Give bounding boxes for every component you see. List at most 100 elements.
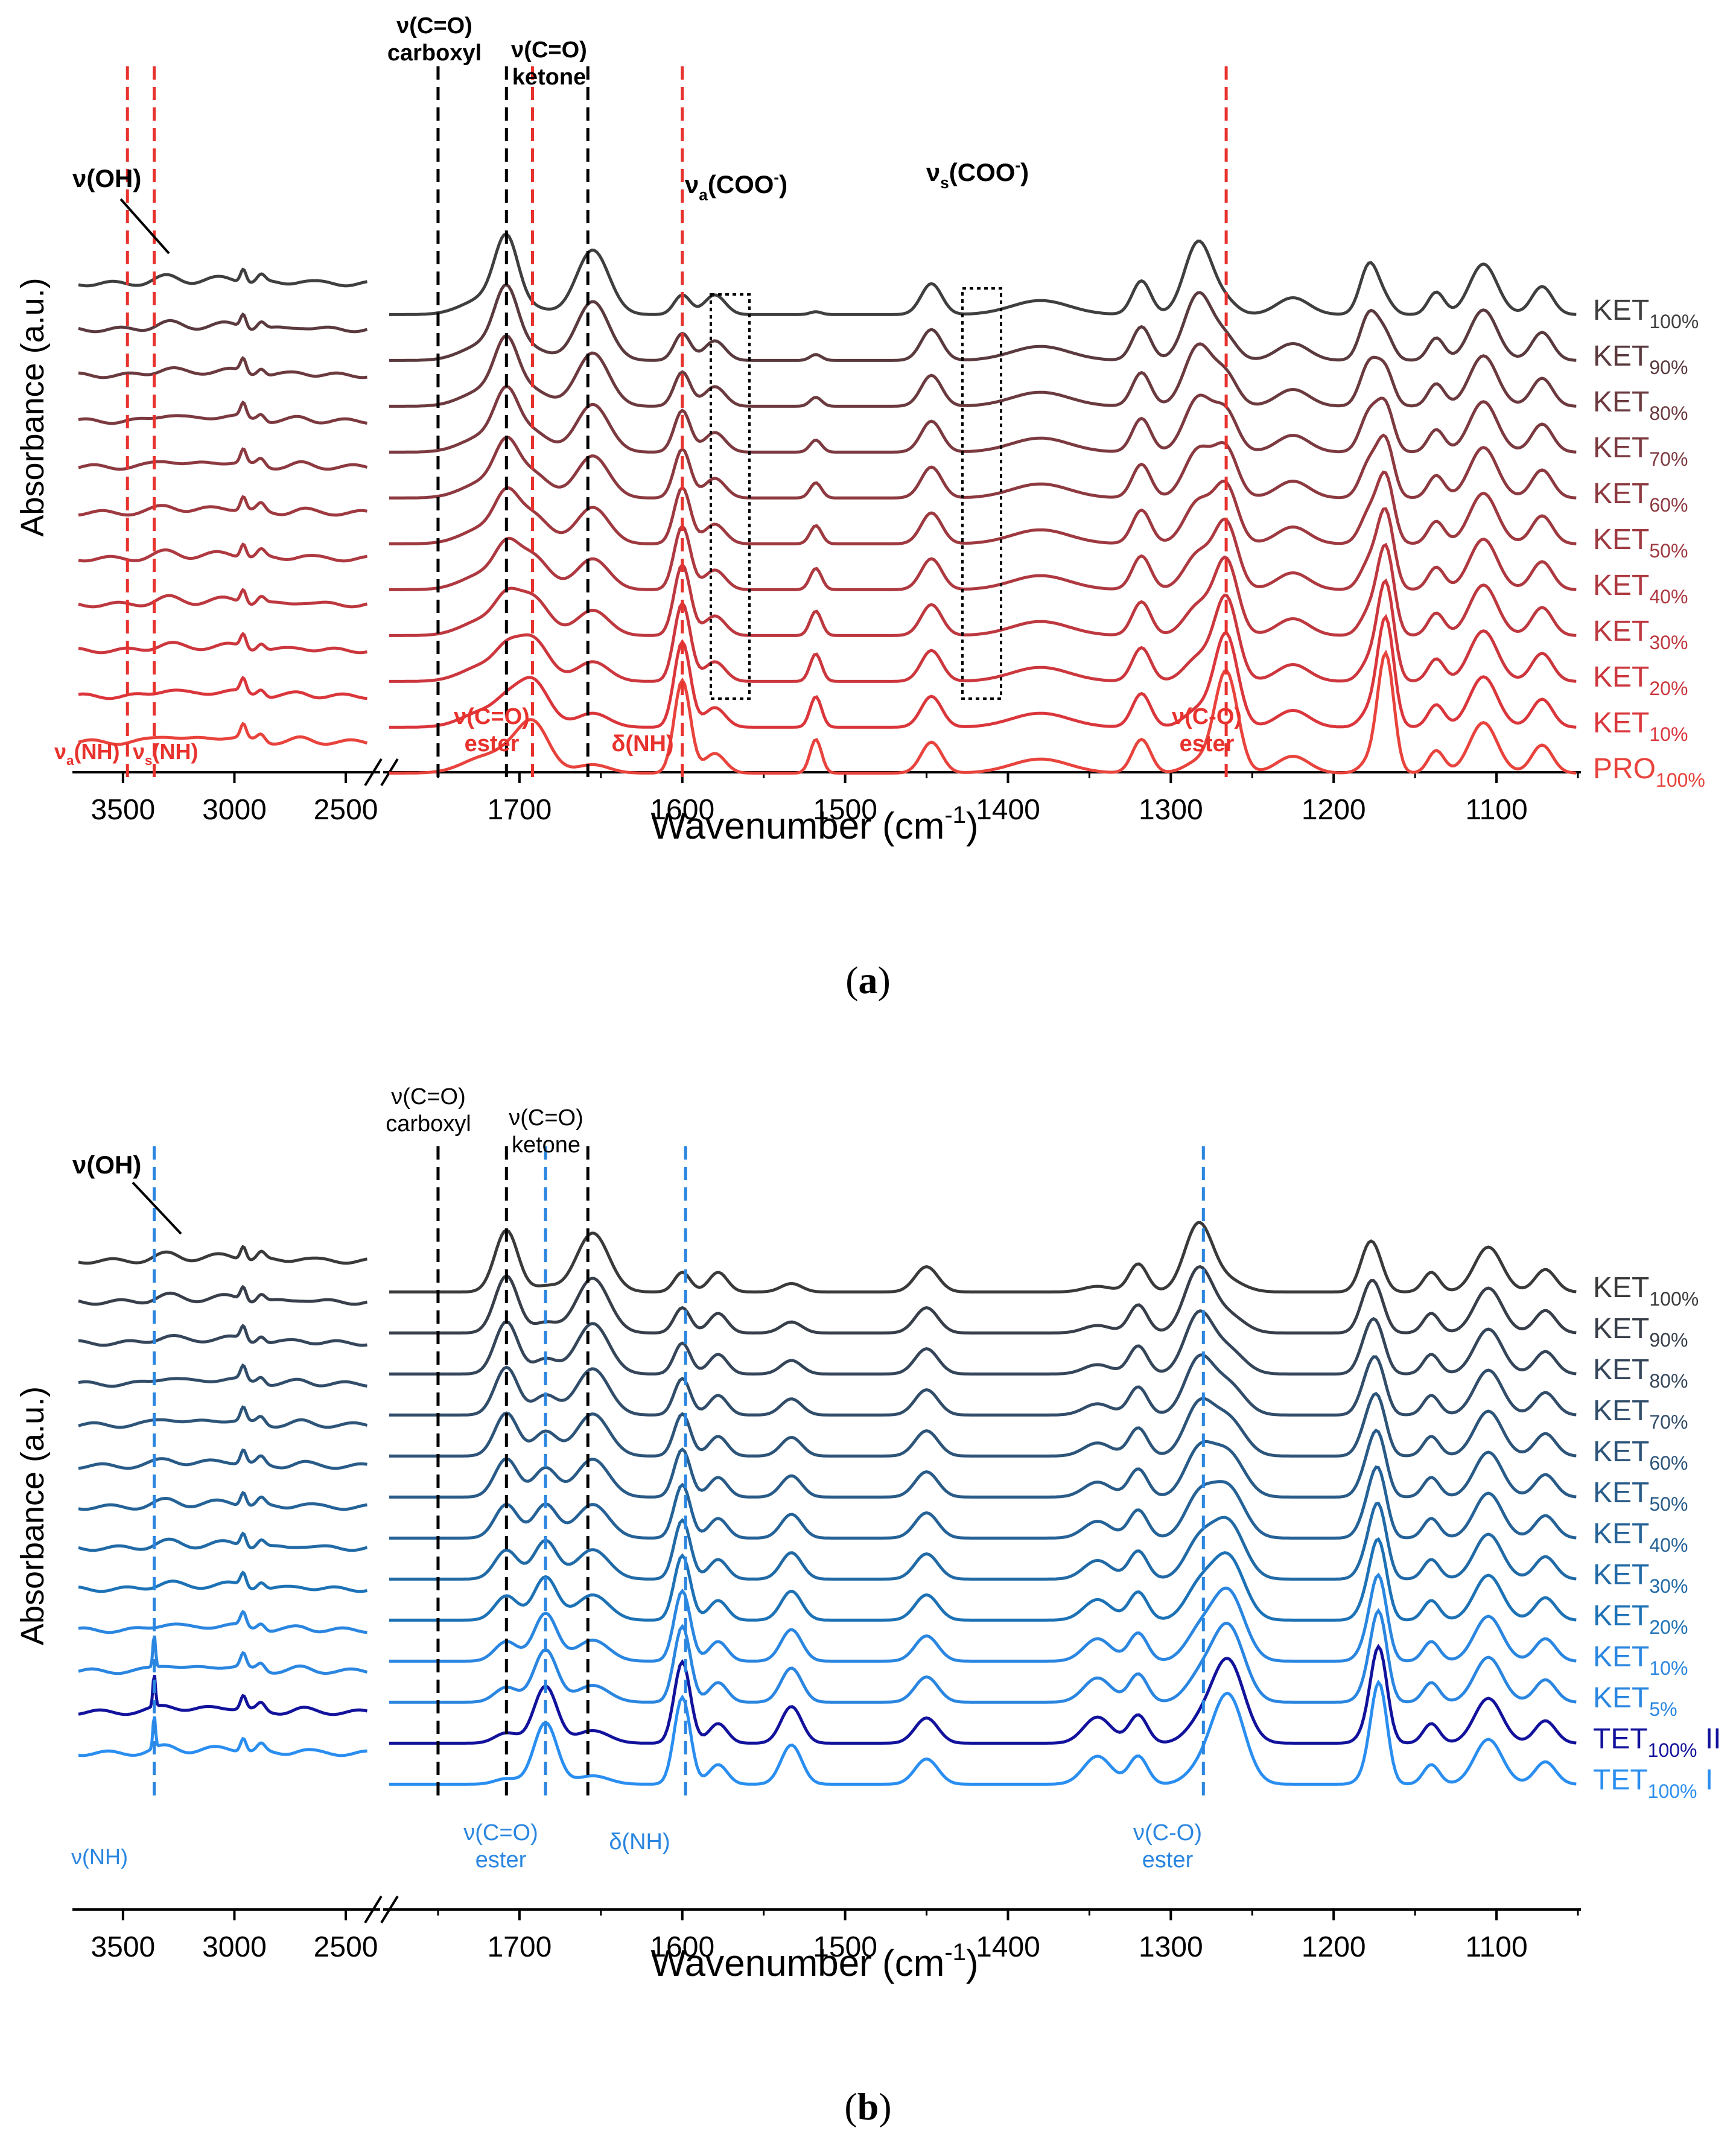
spectrum-left-ket-60	[78, 447, 368, 471]
x-tick-label: 1300	[1139, 794, 1203, 826]
legend-label: KET90%	[1593, 1313, 1688, 1351]
legend-label: KET100%	[1593, 294, 1699, 332]
spectrum-left-ket-70	[78, 400, 367, 425]
x-tick-label: 1700	[487, 794, 552, 826]
x-tick-label: 3500	[91, 794, 155, 826]
legend-label: KET40%	[1593, 570, 1688, 608]
spectrum-left-ket-90	[78, 1284, 368, 1306]
x-tick-label: 1100	[1465, 794, 1527, 826]
spectrum-left-ket-10	[78, 676, 367, 700]
label-vanh: νa​(NH)	[54, 739, 119, 768]
label-ketone: ν(C=O)	[511, 37, 587, 63]
spectrum-right-ket-100	[389, 1221, 1577, 1294]
x-tick-label: 1700	[487, 1931, 552, 1963]
axis-break-mark	[380, 1895, 399, 1924]
spectrum-left-ket-40	[78, 542, 367, 563]
x-tick-label: 2500	[314, 794, 378, 826]
legend-label: KET60%	[1593, 1436, 1688, 1474]
spectrum-left-ket-70	[78, 1363, 367, 1388]
axis-break-mark	[364, 758, 383, 787]
spectrum-right-ket-30	[389, 542, 1577, 637]
x-tick-label: 1200	[1302, 794, 1366, 826]
x-tick-label: 3000	[202, 794, 267, 826]
spectrum-left-ket-20	[78, 1570, 368, 1593]
spectrum-right-ket-10	[389, 1572, 1577, 1663]
legend-label: KET30%	[1593, 615, 1688, 653]
spectrum-left-ket-90	[78, 312, 368, 334]
axis-break-mark	[364, 1895, 383, 1924]
label-carboxyl: ν(C=O)	[391, 1084, 466, 1110]
label-arrow	[132, 1181, 182, 1235]
label-ester-2: ester	[475, 1847, 527, 1873]
label-ketone-2: ketone	[512, 1132, 580, 1158]
label-arrow	[119, 198, 170, 255]
x-tick-label: 1300	[1139, 1931, 1203, 1963]
spectrum-right-ket-80	[389, 334, 1577, 408]
spectrum-left-ket-60	[78, 1405, 368, 1429]
legend-label: KET90%	[1593, 340, 1688, 378]
caption-a: (a)	[845, 959, 891, 1002]
legend-label: TET100% I	[1593, 1764, 1713, 1802]
legend-label: KET5%	[1593, 1682, 1677, 1720]
spectrum-left-ket-30	[78, 1531, 368, 1552]
spectrum-left-ket-80	[78, 355, 367, 379]
spectrum-right-ket-70	[389, 1353, 1577, 1417]
spectrum-left-ket-10	[78, 1610, 367, 1634]
x-tick-label: 1600	[650, 1931, 714, 1963]
label-oh: ν(OH)	[72, 164, 141, 192]
label-ketone-2: ketone	[512, 65, 586, 90]
legend-label: KET20%	[1593, 661, 1688, 699]
spectrum-right-ket-100	[389, 232, 1577, 316]
spectrum-left-ket-50	[78, 1448, 367, 1470]
legend-label: KET70%	[1593, 432, 1688, 470]
panel-a: Absorbance (a.u.) 3500 3000 2500 1700 1600 150…	[14, 13, 1705, 847]
spectrum-left-ket-5	[78, 1635, 368, 1675]
legend-label: KET10%	[1593, 1641, 1688, 1679]
spectrum-right-ket-60	[389, 433, 1577, 500]
label-oh: ν(OH)	[72, 1151, 141, 1179]
spectrum-left-ket-80	[78, 1323, 367, 1347]
label-ester: ν(C=O)	[454, 704, 530, 729]
legend-label: TET100% II	[1593, 1723, 1722, 1761]
legend-label: KET80%	[1593, 1354, 1688, 1392]
spectrum-right-tet-100	[389, 1679, 1577, 1786]
label-co-2: ester	[1142, 1847, 1194, 1873]
spectrum-left-ket-100	[78, 267, 367, 288]
legend-label: KET60%	[1593, 478, 1688, 516]
x-tick-label: 1600	[650, 794, 714, 826]
x-tick-label: 1100	[1465, 1931, 1527, 1963]
legend-label: KET40%	[1593, 1518, 1688, 1556]
legend-label: KET80%	[1593, 386, 1688, 424]
legend-label: KET70%	[1593, 1395, 1688, 1433]
label-vnh: ν(NH)	[71, 1844, 128, 1869]
spectrum-right-ket-20	[389, 578, 1577, 683]
spectrum-left-ket-30	[78, 588, 368, 609]
label-carboxyl: ν(C=O)	[396, 13, 472, 39]
legend-label: KET10%	[1593, 707, 1688, 745]
label-vsnh: νs​(NH)	[133, 739, 198, 768]
legend-label: KET30%	[1593, 1559, 1688, 1597]
label-dnh: δ(NH)	[611, 731, 673, 757]
spectrum-left-ket-50	[78, 495, 367, 517]
y-axis-label: Absorbance (a.u.)	[14, 278, 51, 536]
legend-label: KET50%	[1593, 524, 1688, 562]
legend-label: PRO100%	[1593, 753, 1705, 791]
coo-box	[710, 293, 751, 700]
y-axis-label: Absorbance (a.u.)	[14, 1386, 51, 1645]
x-tick-label: 3500	[91, 1931, 155, 1963]
caption-b: (b)	[844, 2085, 892, 2128]
spectrum-right-ket-30	[389, 1501, 1577, 1581]
spectrum-right-ket-40	[389, 1465, 1577, 1540]
x-tick-label: 1200	[1302, 1931, 1366, 1963]
spectrum-left-ket-100	[78, 1245, 367, 1265]
x-axis-label: Wavenumber (cm-1)	[650, 1939, 978, 1984]
spectrum-left-tet-100	[78, 1675, 368, 1716]
spectrum-left-ket-40	[78, 1491, 367, 1511]
label-ketone: ν(C=O)	[509, 1105, 583, 1131]
spectrum-right-ket-20	[389, 1537, 1577, 1622]
label-vscoo: νs​(COO-​)	[926, 156, 1029, 191]
label-carboxyl-2: carboxyl	[387, 40, 482, 66]
legend-label: KET50%	[1593, 1477, 1688, 1515]
label-vacoo: νa​(COO-​)	[685, 168, 787, 203]
